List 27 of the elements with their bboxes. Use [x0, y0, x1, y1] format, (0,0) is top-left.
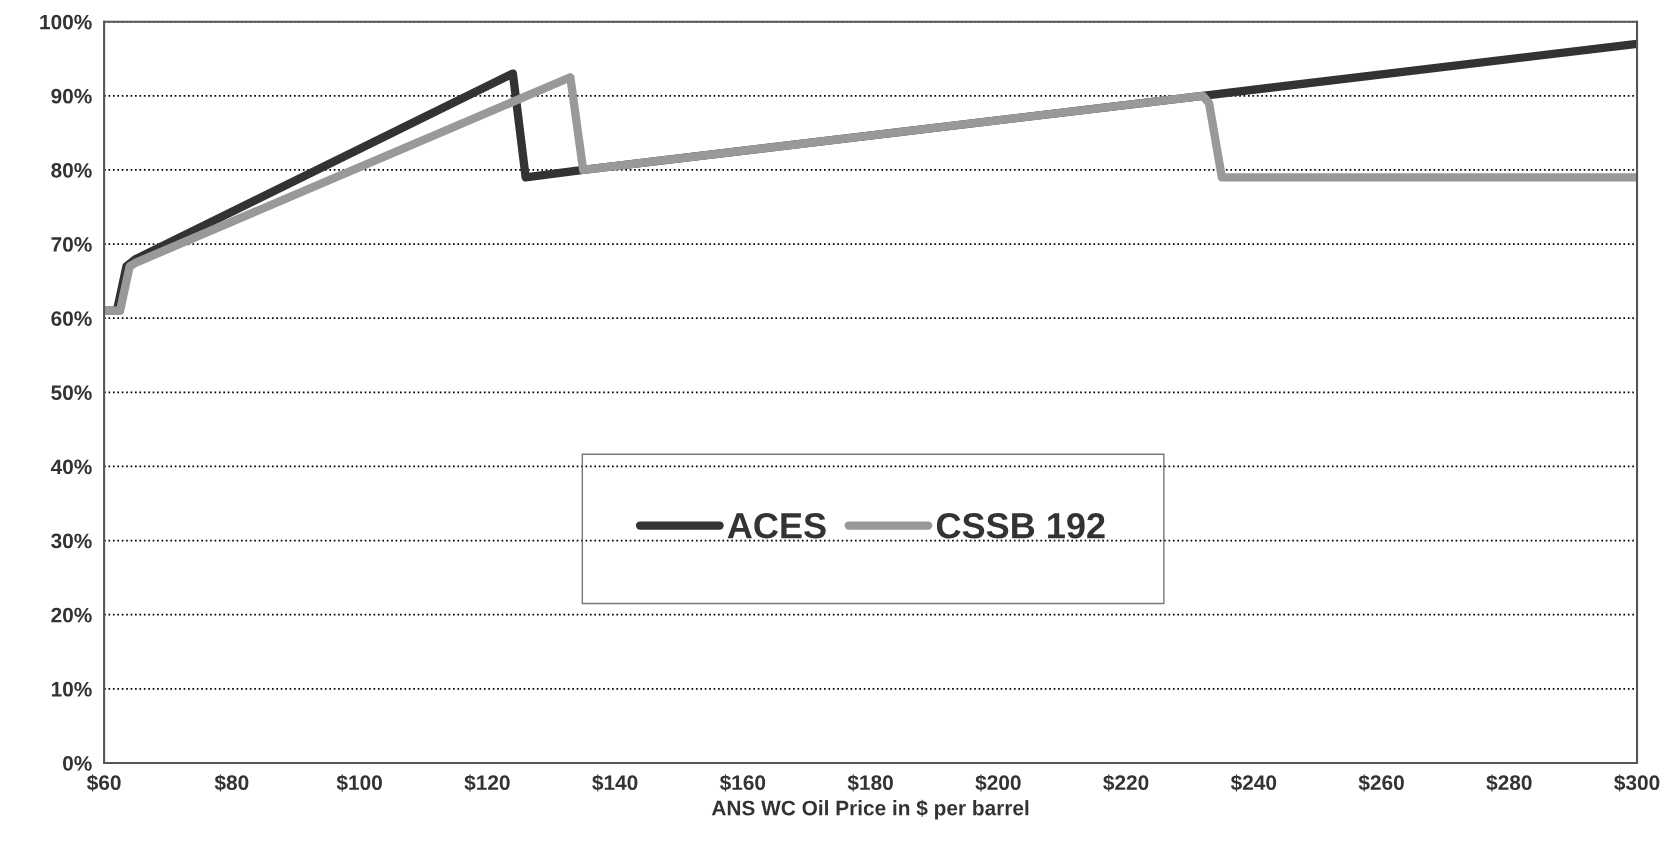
- y-tick-label: 30%: [51, 533, 92, 549]
- x-tick-label: $260: [1358, 774, 1404, 792]
- x-tick-label: $120: [464, 774, 510, 792]
- y-tick-label: 80%: [51, 162, 92, 178]
- x-tick-label: $300: [1614, 774, 1660, 792]
- y-tick-label: 10%: [51, 681, 92, 697]
- y-tick-label: 20%: [51, 607, 92, 623]
- legend-label: ACES: [727, 512, 826, 539]
- x-tick-label: $240: [1230, 774, 1277, 792]
- y-tick-label: 60%: [51, 311, 92, 326]
- x-axis-title: ANS WC Oil Price in $ per barrel: [711, 799, 1029, 820]
- y-tick-label: 70%: [51, 237, 92, 252]
- x-tick-label: $80: [214, 774, 249, 792]
- x-tick-label: $200: [975, 774, 1021, 792]
- y-tick-label: 0%: [63, 755, 92, 771]
- x-tick-label: $220: [1103, 774, 1149, 792]
- y-tick-label: 100%: [40, 14, 92, 30]
- x-tick-label: $60: [86, 774, 121, 792]
- x-tick-label: $180: [847, 774, 893, 792]
- legend-label: CSSB 192: [936, 512, 1105, 539]
- x-tick-label: $280: [1486, 774, 1532, 792]
- x-tick-label: $160: [719, 774, 766, 792]
- x-tick-label: $100: [336, 774, 382, 792]
- y-tick-label: 50%: [51, 385, 92, 401]
- x-tick-label: $140: [592, 774, 638, 792]
- y-tick-label: 90%: [51, 88, 92, 104]
- y-tick-label: 40%: [50, 459, 92, 475]
